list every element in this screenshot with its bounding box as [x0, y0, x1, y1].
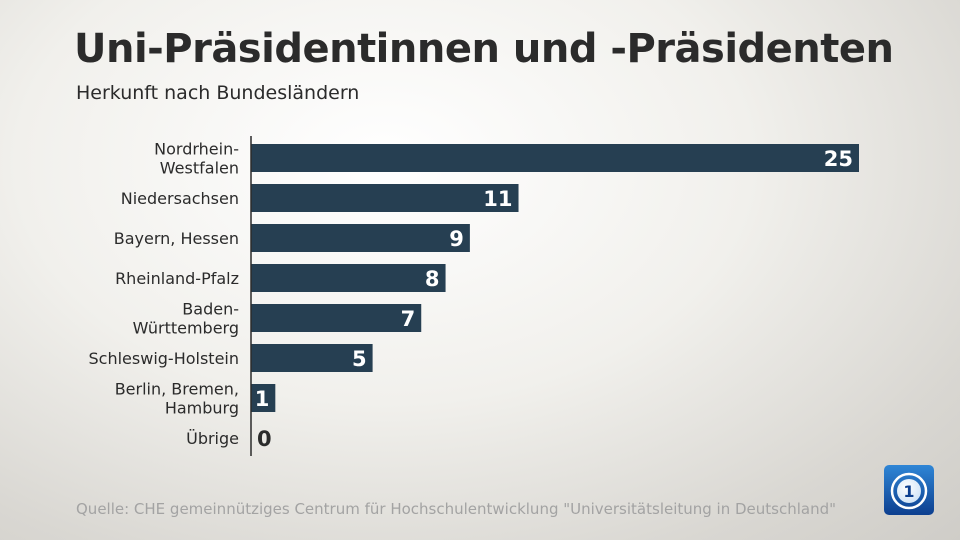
logo-text: 1 — [903, 482, 914, 501]
category-label-2: Bayern, Hessen — [114, 229, 239, 248]
category-label-6: Berlin, Bremen, Hamburg — [115, 380, 239, 418]
value-label-3: 8 — [425, 267, 440, 291]
category-label-7: Übrige — [186, 429, 239, 448]
bar-0 — [251, 144, 859, 172]
value-label-7: 0 — [257, 427, 272, 451]
category-label-4: Baden-Württemberg — [133, 300, 239, 338]
source-note: Quelle: CHE gemeinnütziges Centrum für H… — [76, 500, 837, 518]
value-label-5: 5 — [352, 347, 367, 371]
value-label-0: 25 — [824, 147, 853, 171]
category-label-3: Rheinland-Pfalz — [115, 269, 239, 288]
bar-5 — [251, 344, 373, 372]
das-erste-logo-icon: 1 — [884, 465, 934, 515]
bar-4 — [251, 304, 422, 332]
value-label-2: 9 — [449, 227, 464, 251]
bar-1 — [251, 184, 519, 212]
value-label-6: 1 — [255, 387, 270, 411]
category-label-5: Schleswig-Holstein — [89, 349, 239, 368]
value-label-1: 11 — [483, 187, 512, 211]
category-label-0: Nordrhein-Westfalen — [154, 140, 239, 178]
category-label-1: Niedersachsen — [121, 189, 239, 208]
bar-6 — [251, 384, 276, 412]
chart-title: Uni-Präsidentinnen und -Präsidenten — [74, 26, 894, 72]
bar-3 — [251, 264, 446, 292]
bar-2 — [251, 224, 470, 252]
chart-subtitle: Herkunft nach Bundesländern — [76, 82, 360, 104]
value-label-4: 7 — [401, 307, 416, 331]
